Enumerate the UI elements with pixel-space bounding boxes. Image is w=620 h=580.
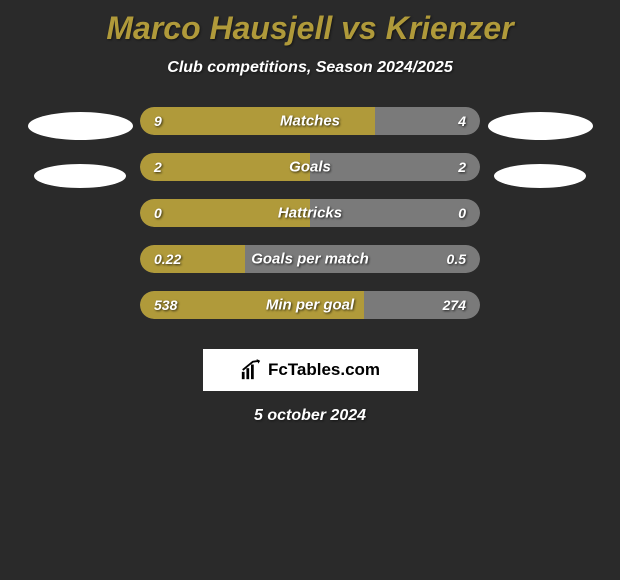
subtitle: Club competitions, Season 2024/2025 — [0, 59, 620, 77]
left-value: 538 — [154, 297, 177, 313]
left-photo-placeholder-2 — [34, 164, 126, 188]
stat-label: Goals — [289, 159, 331, 176]
page-title: Marco Hausjell vs Krienzer — [0, 10, 620, 47]
comparison-infographic: Marco Hausjell vs Krienzer Club competit… — [0, 0, 620, 435]
right-player-column — [480, 107, 600, 212]
left-value: 0.22 — [154, 251, 181, 267]
stat-label: Min per goal — [266, 297, 354, 314]
right-value: 0.5 — [447, 251, 466, 267]
stat-row-hattricks: 0 0 Hattricks — [140, 199, 480, 227]
bar-right-fill — [310, 153, 480, 181]
stat-row-goals-per-match: 0.22 0.5 Goals per match — [140, 245, 480, 273]
left-photo-placeholder-1 — [28, 112, 133, 140]
comparison-area: 9 4 Matches 2 2 Goals 0 0 Hattricks 0.22 0.5 Goals … — [0, 107, 620, 319]
left-value: 9 — [154, 113, 162, 129]
right-photo-placeholder-1 — [488, 112, 593, 140]
stat-row-goals: 2 2 Goals — [140, 153, 480, 181]
stat-label: Goals per match — [251, 251, 369, 268]
right-value: 0 — [458, 205, 466, 221]
right-value: 4 — [458, 113, 466, 129]
stat-row-min-per-goal: 538 274 Min per goal — [140, 291, 480, 319]
right-photo-placeholder-2 — [494, 164, 586, 188]
stat-label: Hattricks — [278, 205, 342, 222]
stat-bars: 9 4 Matches 2 2 Goals 0 0 Hattricks 0.22 0.5 Goals … — [140, 107, 480, 319]
stat-label: Matches — [280, 113, 340, 130]
stat-row-matches: 9 4 Matches — [140, 107, 480, 135]
bar-left-fill — [140, 153, 310, 181]
left-value: 2 — [154, 159, 162, 175]
left-player-column — [20, 107, 140, 212]
brand-text: FcTables.com — [268, 360, 380, 380]
date-text: 5 october 2024 — [0, 407, 620, 425]
chart-icon — [240, 359, 262, 381]
brand-badge[interactable]: FcTables.com — [203, 349, 418, 391]
right-value: 274 — [443, 297, 466, 313]
left-value: 0 — [154, 205, 162, 221]
right-value: 2 — [458, 159, 466, 175]
